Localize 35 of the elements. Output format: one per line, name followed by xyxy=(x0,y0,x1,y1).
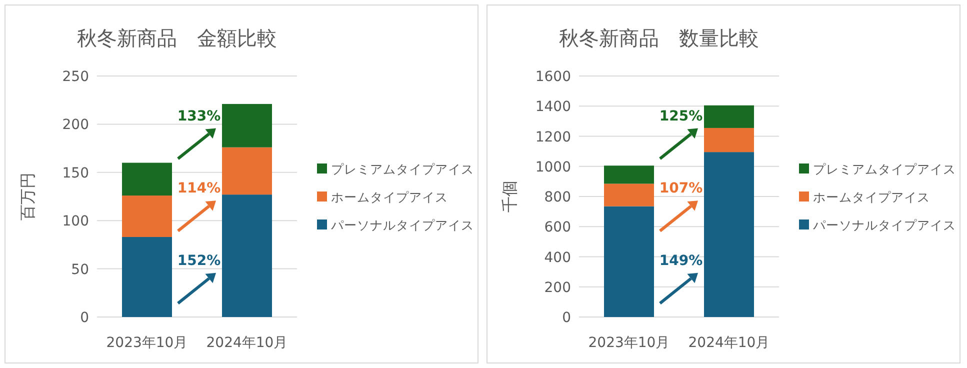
annotation: 125% xyxy=(659,108,703,124)
y-tick-label: 600 xyxy=(544,220,571,236)
legend-label: ホームタイプアイス xyxy=(331,190,448,204)
y-tick-label: 200 xyxy=(62,117,89,134)
legend-label: プレミアムタイプアイス xyxy=(813,162,956,176)
annotation: 114% xyxy=(177,180,221,197)
y-axis-title: 千個 xyxy=(500,180,519,212)
y-tick-label: 800 xyxy=(544,190,571,206)
y-tick-label: 1000 xyxy=(535,159,571,176)
y-tick-label: 100 xyxy=(62,214,89,230)
y-tick-label: 1600 xyxy=(535,69,571,85)
y-tick-label: 50 xyxy=(71,262,89,278)
annotation: 107% xyxy=(659,180,703,197)
y-tick-label: 400 xyxy=(544,250,571,266)
y-tick-label: 250 xyxy=(62,69,89,85)
chart-title: 秋冬新商品 数量比較 xyxy=(559,26,759,50)
legend-label: ホームタイプアイス xyxy=(813,190,930,204)
chart-title: 秋冬新商品 金額比較 xyxy=(77,26,277,50)
y-tick-label: 1400 xyxy=(535,99,571,116)
y-tick-label: 1200 xyxy=(535,129,571,146)
y-tick-label: 0 xyxy=(562,310,571,326)
x-tick-label: 2023年10月 xyxy=(106,335,188,351)
y-tick-label: 0 xyxy=(80,310,89,326)
legend-label: パーソナルタイプアイス xyxy=(330,218,474,232)
x-tick-label: 2024年10月 xyxy=(688,335,770,351)
y-tick-label: 200 xyxy=(544,280,571,296)
y-axis-title: 百万円 xyxy=(18,172,37,220)
legend-label: パーソナルタイプアイス xyxy=(812,218,956,232)
annotation: 152% xyxy=(177,252,221,269)
annotation: 149% xyxy=(659,252,703,269)
annotation: 133% xyxy=(177,108,221,124)
x-tick-label: 2024年10月 xyxy=(206,335,288,351)
y-tick-label: 150 xyxy=(62,165,89,182)
x-tick-label: 2023年10月 xyxy=(588,335,670,351)
legend-label: プレミアムタイプアイス xyxy=(331,162,474,176)
